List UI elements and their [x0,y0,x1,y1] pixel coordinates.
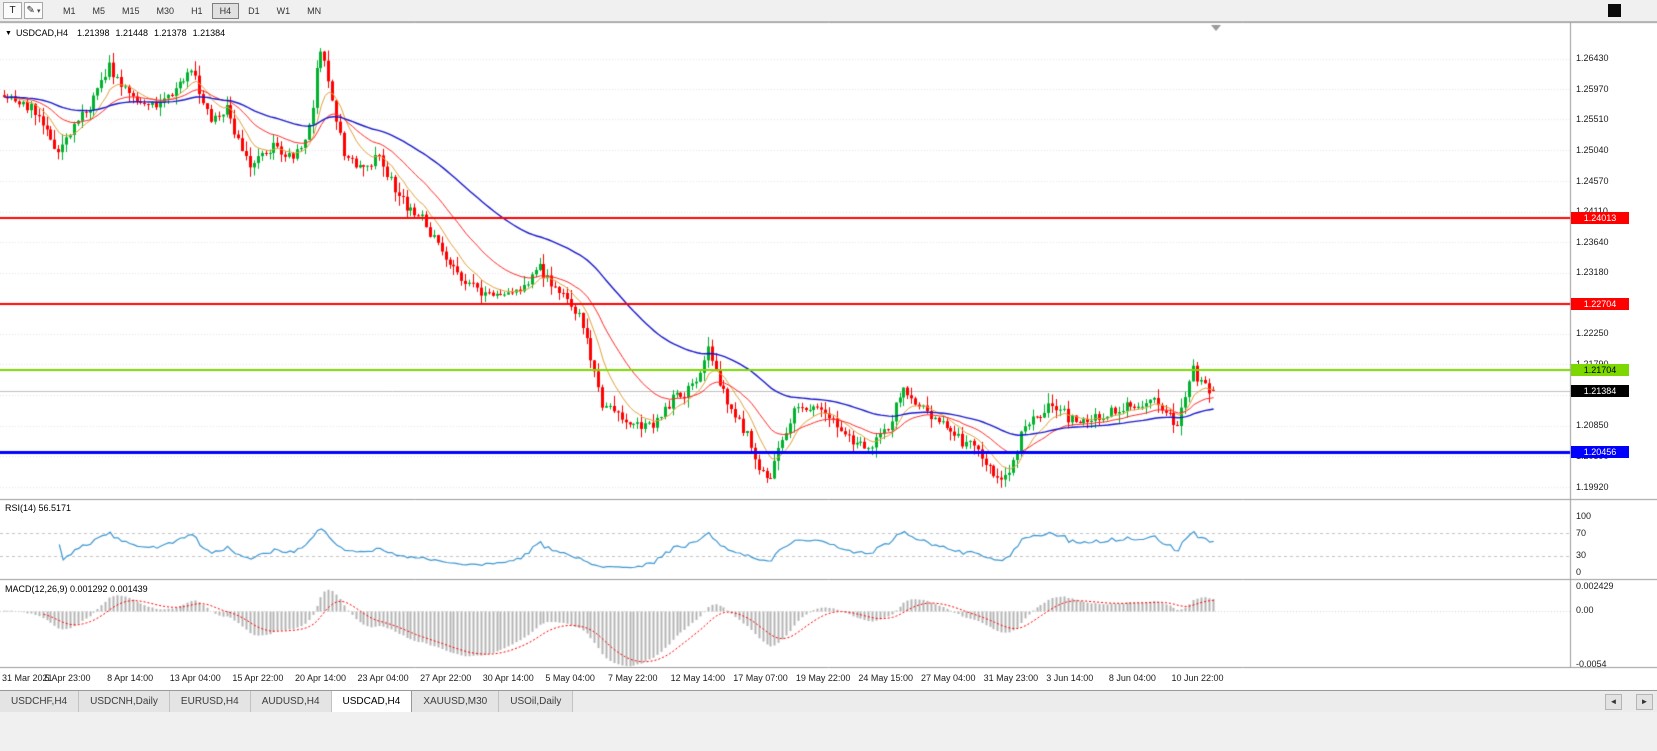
timeframe-button-m30[interactable]: M30 [149,3,183,19]
top-toolbar: T ✎ ▾ M1 M5 M15 M30 H1 H4 D1 W1 MN [0,0,1657,22]
chart-tab-usdchf-h4[interactable]: USDCHF,H4 [0,691,80,712]
tab-scroll-arrows: ◄ ► [1605,691,1657,712]
quote-symbol: USDCAD,H4 [15,28,68,38]
timeframe-button-h4[interactable]: H4 [211,2,240,19]
chart-tab-audusd-h4[interactable]: AUDUSD,H4 [250,691,332,712]
quote-close: 1.21384 [192,28,226,38]
chevron-down-icon: ▾ [36,7,41,15]
timeframe-button-mn[interactable]: MN [299,3,329,19]
quote-bar: ▼ USDCAD,H4 1.21398 1.21448 1.21378 1.21… [5,28,231,38]
timeframe-button-group: M1 M5 M15 M30 H1 H4 D1 W1 MN [55,2,330,19]
toolbar-t-button[interactable]: T [3,2,22,19]
chart-tab-xauusd-m30[interactable]: XAUUSD,M30 [412,691,500,712]
macd-indicator-label: MACD(12,26,9) 0.001292 0.001439 [5,584,148,594]
timeframe-button-m1[interactable]: M1 [55,3,84,19]
chart-tabs-bar: USDCHF,H4 USDCNH,Daily EURUSD,H4 AUDUSD,H4 U… [0,690,1657,712]
chart-tab-usdcnh-daily[interactable]: USDCNH,Daily [79,691,170,712]
quote-high: 1.21448 [115,28,149,38]
pencil-icon: ✎ [26,5,35,16]
timeframe-button-h1[interactable]: H1 [183,3,211,19]
tabs-scroll-right-button[interactable]: ► [1636,693,1653,710]
tabs: USDCHF,H4 USDCNH,Daily EURUSD,H4 AUDUSD,H4 U… [0,691,574,712]
chart-tab-usoil-daily[interactable]: USOil,Daily [499,691,574,712]
timeframe-button-m15[interactable]: M15 [114,3,148,19]
tabs-scroll-left-button[interactable]: ◄ [1605,693,1622,710]
rsi-indicator-label: RSI(14) 56.5171 [5,503,72,513]
drawing-tool-button[interactable]: ✎ ▾ [24,2,43,19]
quote-low: 1.21378 [154,28,187,38]
timeframe-button-m5[interactable]: M5 [85,3,114,19]
black-square-icon [1608,4,1621,17]
quote-open: 1.21398 [76,28,110,38]
chart-tab-eurusd-h4[interactable]: EURUSD,H4 [169,691,251,712]
chart-tab-usdcad-h4[interactable]: USDCAD,H4 [331,691,413,712]
timeframe-button-d1[interactable]: D1 [240,3,268,19]
symbol-dropdown-icon[interactable]: ▼ [5,29,12,37]
timeframe-button-w1[interactable]: W1 [269,3,299,19]
